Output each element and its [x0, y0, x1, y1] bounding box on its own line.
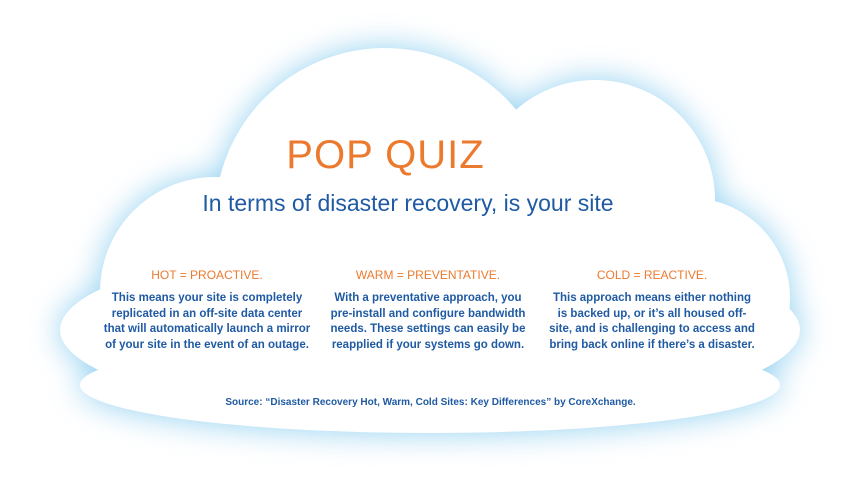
column-body: This approach means either nothing is ba…	[549, 292, 755, 351]
column-heading: HOT = PROACTIVE.	[151, 268, 263, 282]
column-heading: COLD = REACTIVE.	[596, 268, 708, 282]
column-hot: HOT = PROACTIVE. This means your site is…	[102, 268, 312, 353]
page-title: POP QUIZ	[286, 133, 485, 177]
column-cold: COLD = REACTIVE. This approach means eit…	[547, 268, 757, 353]
source-citation: Source: “Disaster Recovery Hot, Warm, Co…	[225, 397, 636, 408]
column-body: This means your site is completely repli…	[103, 292, 311, 351]
column-heading: WARM = PREVENTATIVE.	[355, 268, 501, 282]
column-warm: WARM = PREVENTATIVE. With a preventative…	[322, 268, 534, 353]
cloud-body	[60, 48, 800, 433]
column-body: With a preventative approach, you pre-in…	[330, 292, 526, 351]
subtitle: In terms of disaster recovery, is your s…	[202, 190, 614, 216]
